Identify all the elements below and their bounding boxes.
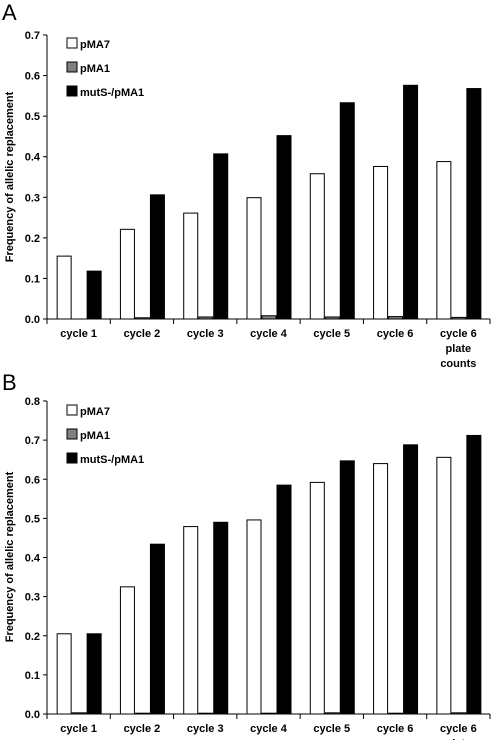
panel-letter-a: A <box>2 0 17 25</box>
x-tick-label: cycle 4 <box>250 328 288 340</box>
bar-pma1 <box>324 316 340 320</box>
y-tick-label: 0.8 <box>25 396 40 408</box>
bar-pma1 <box>451 712 467 715</box>
x-tick-label: cycle 3 <box>187 328 224 340</box>
bar-pma7 <box>309 173 325 320</box>
y-tick-label: 0.1 <box>25 670 40 682</box>
y-tick-label: 0.5 <box>25 111 40 123</box>
bar-pma7 <box>373 165 389 320</box>
bar-muts-pma1 <box>213 153 229 320</box>
bar-pma1 <box>198 316 214 320</box>
legend-swatch <box>66 85 78 97</box>
legend-label: pMA1 <box>80 430 110 442</box>
x-tick-label: cycle 1 <box>60 723 97 735</box>
bar-pma7 <box>246 197 262 320</box>
bar-pma7 <box>246 519 262 715</box>
y-tick-label: 0.6 <box>25 71 40 83</box>
bar-muts-pma1 <box>86 633 102 715</box>
x-tick-label: plate <box>446 738 472 740</box>
y-tick-label: 0.3 <box>25 192 40 204</box>
legend-label: pMA7 <box>80 39 110 51</box>
x-tick-label: cycle 6 <box>440 723 477 735</box>
x-tick-label: cycle 4 <box>250 723 288 735</box>
panel-letter-b: B <box>2 370 17 395</box>
bar-pma1 <box>134 712 150 715</box>
legend-label: mutS-/pMA1 <box>80 454 144 466</box>
bar-pma7 <box>183 212 199 320</box>
legend-label: mutS-/pMA1 <box>80 87 144 99</box>
y-tick-label: 0.4 <box>25 553 41 565</box>
y-tick-label: 0.0 <box>25 314 40 326</box>
x-tick-label: plate <box>446 343 472 355</box>
legend-swatch <box>66 452 78 464</box>
y-tick-label: 0.1 <box>25 273 40 285</box>
legend-swatch <box>66 61 78 73</box>
bar-pma7 <box>56 633 72 715</box>
bar-muts-pma1 <box>466 88 482 320</box>
y-tick-label: 0.2 <box>25 233 40 245</box>
x-tick-label: cycle 2 <box>124 328 161 340</box>
x-tick-label: cycle 1 <box>60 328 97 340</box>
y-tick-label: 0.4 <box>25 152 41 164</box>
y-tick-label: 0.0 <box>25 709 40 721</box>
y-axis-label: Frequency of allelic replacement <box>4 471 16 642</box>
bar-pma7 <box>183 526 199 715</box>
bar-muts-pma1 <box>339 460 355 715</box>
y-axis-label: Frequency of allelic replacement <box>4 91 16 262</box>
bar-muts-pma1 <box>403 444 419 715</box>
y-tick-label: 0.2 <box>25 631 40 643</box>
legend-label: pMA7 <box>80 406 110 418</box>
bar-pma1 <box>388 316 404 320</box>
bar-muts-pma1 <box>403 84 419 320</box>
x-tick-label: cycle 6 <box>377 328 414 340</box>
bar-muts-pma1 <box>466 434 482 715</box>
y-tick-label: 0.7 <box>25 30 40 42</box>
x-tick-label: cycle 5 <box>313 328 350 340</box>
x-tick-label: counts <box>440 358 476 370</box>
bar-pma1 <box>261 712 277 715</box>
bar-pma1 <box>198 712 214 715</box>
bar-pma1 <box>134 317 150 320</box>
bar-pma7 <box>436 456 452 715</box>
bar-muts-pma1 <box>276 484 292 715</box>
bar-pma7 <box>119 228 135 320</box>
legend-label: pMA1 <box>80 63 110 75</box>
chart-a: 0.0 0.1 0.2 0.3 0.4 0.5 0.6 0.7 Frequency of all… <box>4 30 491 370</box>
bar-pma7 <box>56 255 72 320</box>
bar-muts-pma1 <box>339 102 355 320</box>
bar-muts-pma1 <box>149 194 165 320</box>
bar-muts-pma1 <box>86 270 102 320</box>
bar-pma1 <box>451 316 467 320</box>
bar-pma7 <box>119 586 135 715</box>
bar-muts-pma1 <box>149 543 165 715</box>
legend-swatch <box>66 428 78 440</box>
bar-pma7 <box>373 463 389 715</box>
y-tick-label: 0.5 <box>25 513 40 525</box>
x-tick-label: cycle 3 <box>187 723 224 735</box>
bar-muts-pma1 <box>276 135 292 320</box>
x-tick-label: cycle 6 <box>440 328 477 340</box>
bar-pma1 <box>324 712 340 715</box>
legend-swatch <box>66 404 78 416</box>
bar-pma1 <box>71 712 87 715</box>
bar-pma7 <box>309 481 325 715</box>
legend-swatch <box>66 37 78 49</box>
y-tick-label: 0.6 <box>25 474 40 486</box>
x-tick-label: cycle 2 <box>124 723 161 735</box>
bar-pma1 <box>388 712 404 715</box>
y-tick-label: 0.7 <box>25 435 40 447</box>
bar-pma1 <box>261 315 277 320</box>
x-tick-label: cycle 5 <box>313 723 350 735</box>
bar-muts-pma1 <box>213 521 229 715</box>
x-tick-label: cycle 6 <box>377 723 414 735</box>
bar-pma7 <box>436 161 452 320</box>
y-tick-label: 0.3 <box>25 592 40 604</box>
